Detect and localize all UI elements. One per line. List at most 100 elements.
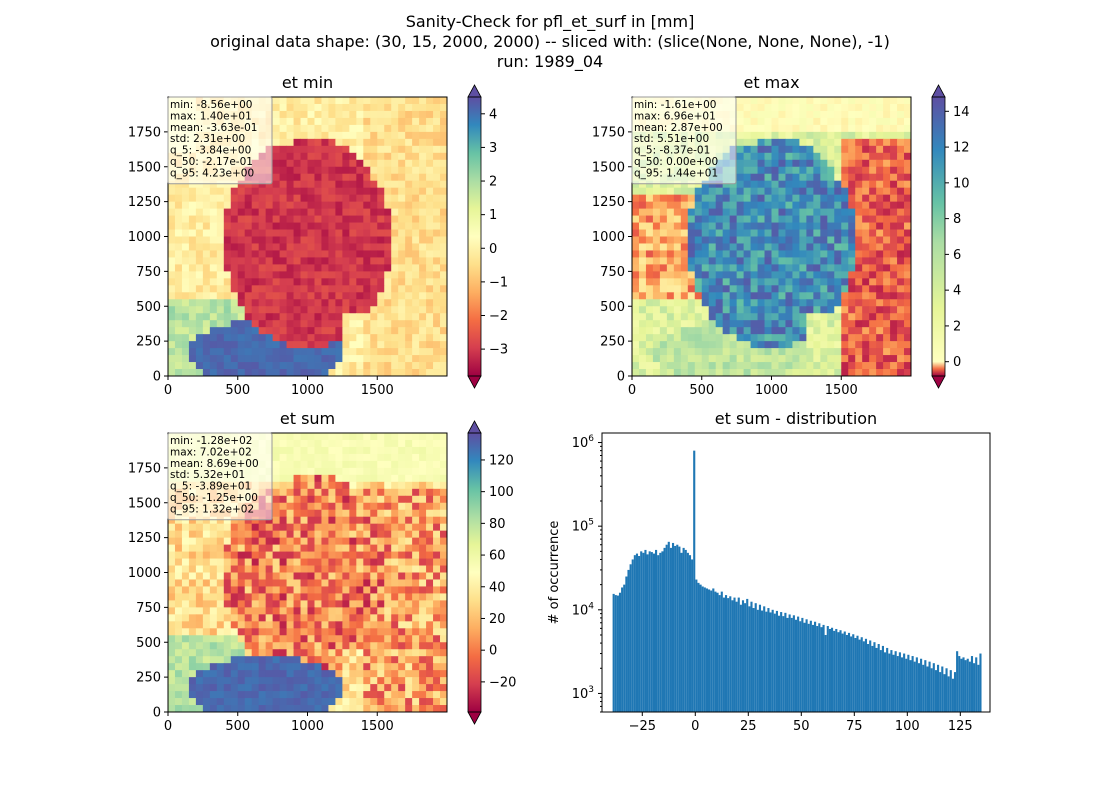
- heatmap-cell: [216, 628, 225, 636]
- heatmap-cell: [419, 229, 427, 237]
- heatmap-cell: [356, 433, 364, 441]
- heatmap-cell: [258, 558, 267, 566]
- heatmap-cell: [237, 271, 246, 279]
- heatmap-cell: [694, 271, 703, 279]
- heatmap-cell: [680, 264, 689, 272]
- heatmap-cell: [286, 474, 294, 483]
- heatmap-cell: [168, 586, 176, 594]
- heatmap-cell: [743, 236, 751, 244]
- heatmap-cell: [680, 334, 689, 342]
- heatmap-cell: [419, 97, 427, 105]
- heatmap-cell: [363, 670, 371, 678]
- heatmap-cell: [764, 201, 772, 210]
- heatmap-cell: [440, 579, 448, 587]
- heatmap-cell: [251, 684, 260, 692]
- heatmap-cell: [342, 166, 350, 175]
- heatmap-cell: [806, 299, 814, 307]
- heatmap-cell: [785, 306, 793, 314]
- heatmap-cell: [216, 187, 225, 196]
- heatmap-cell: [440, 488, 448, 497]
- heatmap-cell: [666, 334, 675, 342]
- heatmap-cell: [841, 110, 849, 119]
- heatmap-cell: [419, 565, 427, 573]
- heatmap-cell: [202, 558, 211, 566]
- heatmap-cell: [771, 117, 779, 126]
- heatmap-cell: [659, 278, 668, 286]
- heatmap-cell: [433, 649, 441, 657]
- heatmap-cell: [757, 264, 765, 272]
- heatmap-cell: [363, 152, 371, 161]
- heatmap-cell: [174, 607, 183, 615]
- heatmap-cell: [638, 362, 647, 370]
- heatmap-cell: [722, 215, 731, 223]
- heatmap-cell: [349, 334, 357, 342]
- heatmap-cell: [314, 145, 322, 154]
- heatmap-cell: [307, 201, 315, 210]
- heatmap-cell: [300, 439, 308, 448]
- heatmap-cell: [638, 278, 647, 286]
- heatmap-cell: [869, 215, 877, 223]
- heatmap-cell: [314, 201, 322, 210]
- heatmap-cell: [806, 306, 814, 314]
- heatmap-cell: [321, 663, 329, 671]
- heatmap-cell: [384, 124, 392, 133]
- heatmap-cell: [272, 537, 281, 546]
- heatmap-cell: [771, 306, 779, 314]
- heatmap-cell: [181, 593, 190, 601]
- heatmap-cell: [666, 278, 675, 286]
- heatmap-cell: [314, 124, 322, 133]
- heatmap-cell: [349, 502, 357, 511]
- heatmap-cell: [286, 453, 294, 462]
- heatmap-cell: [715, 355, 724, 363]
- heatmap-cell: [391, 187, 399, 196]
- heatmap-cell: [440, 656, 448, 664]
- heatmap-cell: [314, 131, 322, 140]
- heatmap-cell: [841, 320, 849, 328]
- heatmap-cell: [321, 334, 329, 342]
- heatmap-cell: [251, 369, 260, 377]
- heatmap-cell: [230, 341, 239, 349]
- heatmap-cell: [307, 299, 315, 307]
- heatmap-cell: [645, 264, 654, 272]
- heatmap-cell: [419, 103, 427, 112]
- heatmap-cell: [202, 187, 211, 196]
- heatmap-cell: [736, 257, 745, 265]
- heatmap-cell: [223, 705, 232, 713]
- heatmap-cell: [237, 649, 246, 657]
- heatmap-cell: [883, 208, 891, 216]
- heatmap-cell: [244, 299, 253, 307]
- heatmap-cell: [321, 433, 329, 441]
- heatmap-cell: [377, 516, 385, 525]
- heatmap-cell: [848, 222, 856, 230]
- heatmap-cell: [188, 194, 197, 203]
- y-tick-label: 1500: [128, 496, 161, 511]
- heatmap-cell: [398, 292, 406, 300]
- histogram-bar: [644, 549, 647, 712]
- heatmap-cell: [405, 222, 413, 230]
- heatmap-cell: [813, 334, 821, 342]
- heatmap-cell: [632, 327, 640, 335]
- heatmap-cell: [405, 684, 413, 692]
- heatmap-cell: [764, 320, 772, 328]
- heatmap-cell: [398, 453, 406, 462]
- heatmap-cell: [216, 355, 225, 363]
- heatmap-cell: [286, 152, 294, 161]
- heatmap-cell: [433, 285, 441, 293]
- heatmap-cell: [722, 285, 731, 293]
- heatmap-cell: [391, 446, 399, 455]
- heatmap-cell: [174, 593, 183, 601]
- heatmap-cell: [286, 222, 294, 230]
- heatmap-cell: [876, 313, 884, 321]
- heatmap-cell: [827, 320, 835, 328]
- heatmap-cell: [244, 306, 253, 314]
- heatmap-cell: [398, 642, 406, 650]
- heatmap-cell: [778, 124, 786, 133]
- heatmap-cell: [223, 586, 232, 594]
- heatmap-cell: [708, 348, 717, 356]
- heatmap-cell: [412, 97, 420, 105]
- heatmap-cell: [272, 201, 281, 210]
- heatmap-cell: [384, 173, 392, 182]
- heatmap-cell: [694, 285, 703, 293]
- heatmap-cell: [398, 278, 406, 286]
- heatmap-cell: [202, 516, 211, 525]
